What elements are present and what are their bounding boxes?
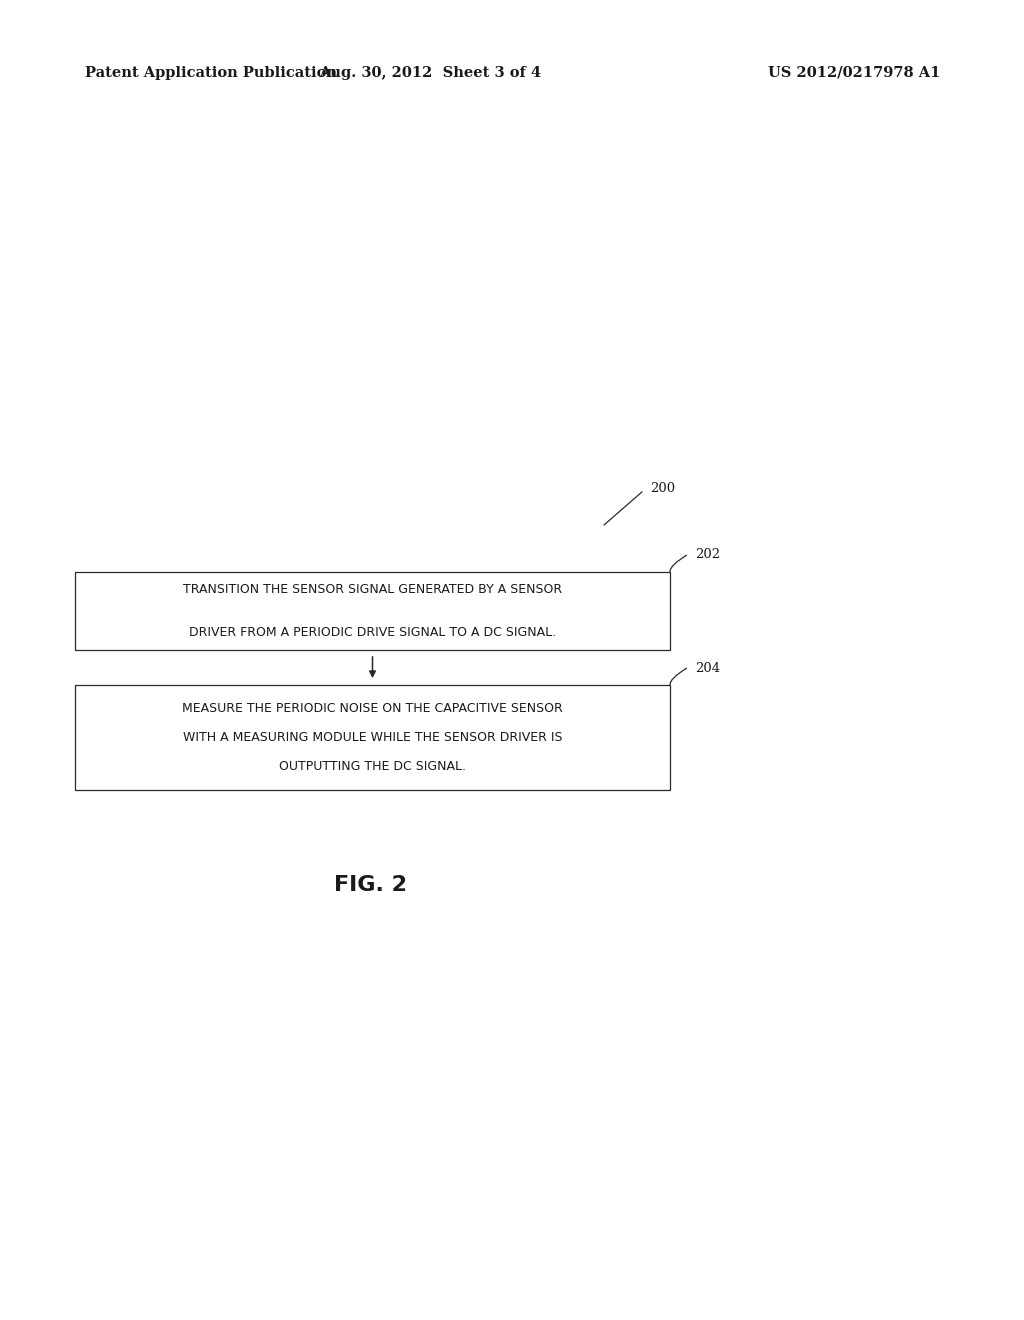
Text: Aug. 30, 2012  Sheet 3 of 4: Aug. 30, 2012 Sheet 3 of 4 (318, 66, 541, 81)
Text: Patent Application Publication: Patent Application Publication (85, 66, 337, 81)
Text: DRIVER FROM A PERIODIC DRIVE SIGNAL TO A DC SIGNAL.: DRIVER FROM A PERIODIC DRIVE SIGNAL TO A… (189, 626, 556, 639)
Text: WITH A MEASURING MODULE WHILE THE SENSOR DRIVER IS: WITH A MEASURING MODULE WHILE THE SENSOR… (182, 731, 562, 744)
Text: 204: 204 (695, 661, 720, 675)
Text: MEASURE THE PERIODIC NOISE ON THE CAPACITIVE SENSOR: MEASURE THE PERIODIC NOISE ON THE CAPACI… (182, 702, 563, 715)
Text: 200: 200 (650, 482, 675, 495)
Bar (75, 572, 670, 649)
Text: FIG. 2: FIG. 2 (334, 875, 407, 895)
Text: OUTPUTTING THE DC SIGNAL.: OUTPUTTING THE DC SIGNAL. (279, 760, 466, 774)
Text: TRANSITION THE SENSOR SIGNAL GENERATED BY A SENSOR: TRANSITION THE SENSOR SIGNAL GENERATED B… (183, 583, 562, 597)
Text: 202: 202 (695, 549, 720, 561)
Bar (75, 685, 670, 789)
Text: US 2012/0217978 A1: US 2012/0217978 A1 (768, 66, 940, 81)
